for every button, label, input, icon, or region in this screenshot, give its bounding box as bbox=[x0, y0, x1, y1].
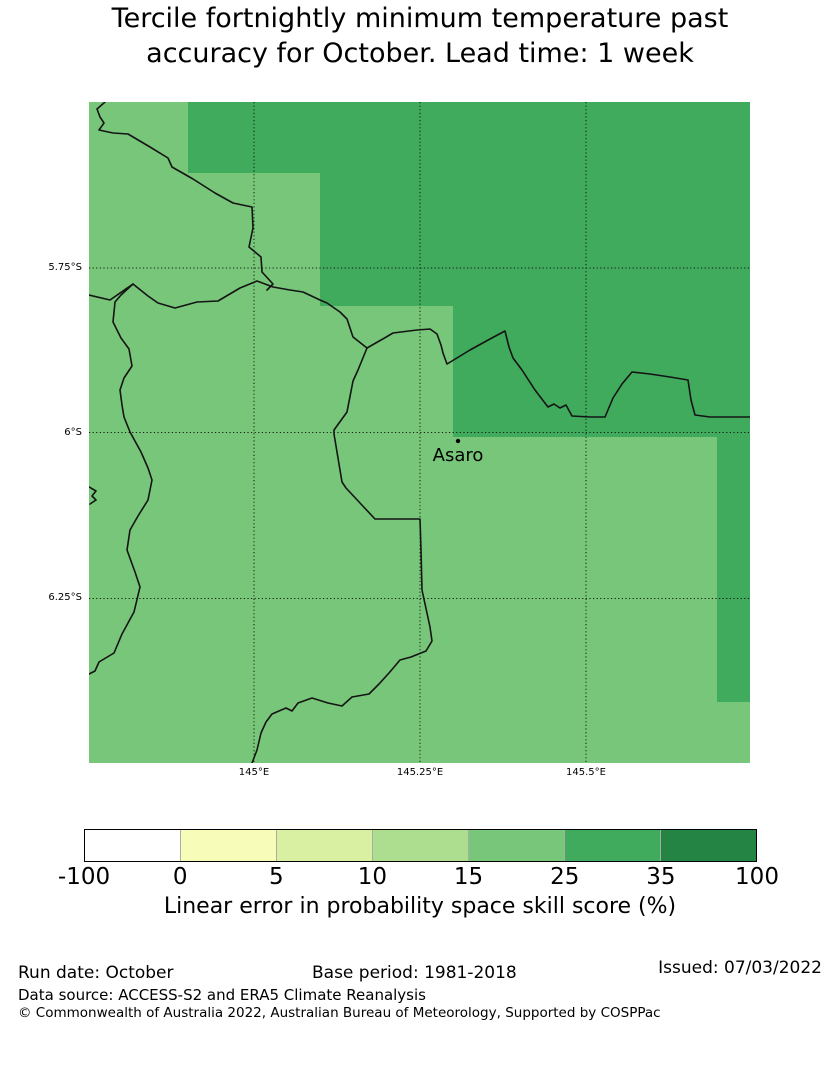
west-edge-coast-fragment bbox=[89, 486, 97, 505]
colorbar-tick-label: 100 bbox=[735, 864, 779, 890]
map-canvas: Asaro bbox=[89, 102, 750, 763]
place-label: Asaro bbox=[433, 445, 484, 466]
lon-tick-label: 145.25°E bbox=[396, 767, 444, 778]
colorbar-tick-label: 5 bbox=[268, 864, 284, 890]
colorbar-segment bbox=[180, 830, 276, 861]
map-panel: Asaro bbox=[89, 102, 750, 763]
colorbar-segment bbox=[372, 830, 468, 861]
lon-tick-label: 145.5°E bbox=[566, 767, 606, 778]
run-date-label: Run date: October bbox=[18, 963, 174, 983]
title-line-2: accuracy for October. Lead time: 1 week bbox=[146, 38, 694, 69]
colorbar bbox=[84, 829, 757, 862]
lat-tick-label: 6.25°S bbox=[48, 592, 82, 603]
colorbar-tick-label: 15 bbox=[453, 864, 484, 890]
figure-title: Tercile fortnightly minimum temperature … bbox=[0, 1, 840, 71]
colorbar-segment bbox=[85, 830, 180, 861]
map-fill-dark-region bbox=[188, 102, 750, 702]
asaro-marker-dot bbox=[455, 438, 461, 444]
coastline-borders bbox=[89, 102, 750, 763]
data-source-label: Data source: ACCESS-S2 and ERA5 Climate … bbox=[18, 986, 426, 1004]
colorbar-caption: Linear error in probability space skill … bbox=[163, 894, 677, 919]
title-line-1: Tercile fortnightly minimum temperature … bbox=[111, 3, 729, 34]
southwest-coast-path bbox=[89, 283, 153, 675]
lat-tick-label: 6°S bbox=[64, 426, 82, 438]
colorbar-segment bbox=[564, 830, 660, 861]
southern-border-path bbox=[251, 347, 433, 763]
colorbar-tick-label: 25 bbox=[550, 864, 580, 890]
ridge-coast-path bbox=[89, 280, 750, 418]
lon-tick-label: 145°E bbox=[238, 767, 270, 778]
colorbar-tick-label: 0 bbox=[172, 864, 188, 890]
base-period-label: Base period: 1981-2018 bbox=[312, 963, 517, 983]
lat-tick-label: 5.75°S bbox=[48, 262, 82, 273]
colorbar-segment bbox=[468, 830, 564, 861]
river-path-northwest bbox=[96, 102, 274, 291]
colorbar-segment bbox=[660, 830, 756, 861]
copyright-label: © Commonwealth of Australia 2022, Austra… bbox=[18, 1005, 661, 1021]
colorbar-tick-labels: -100 0 5 10 15 25 35 100 bbox=[58, 864, 779, 892]
colorbar-tick-label: 10 bbox=[357, 864, 388, 890]
issued-date-label: Issued: 07/03/2022 bbox=[658, 958, 822, 978]
colorbar-tick-label: -100 bbox=[57, 864, 111, 890]
colorbar-segment bbox=[276, 830, 372, 861]
colorbar-tick-label: 35 bbox=[646, 864, 676, 890]
